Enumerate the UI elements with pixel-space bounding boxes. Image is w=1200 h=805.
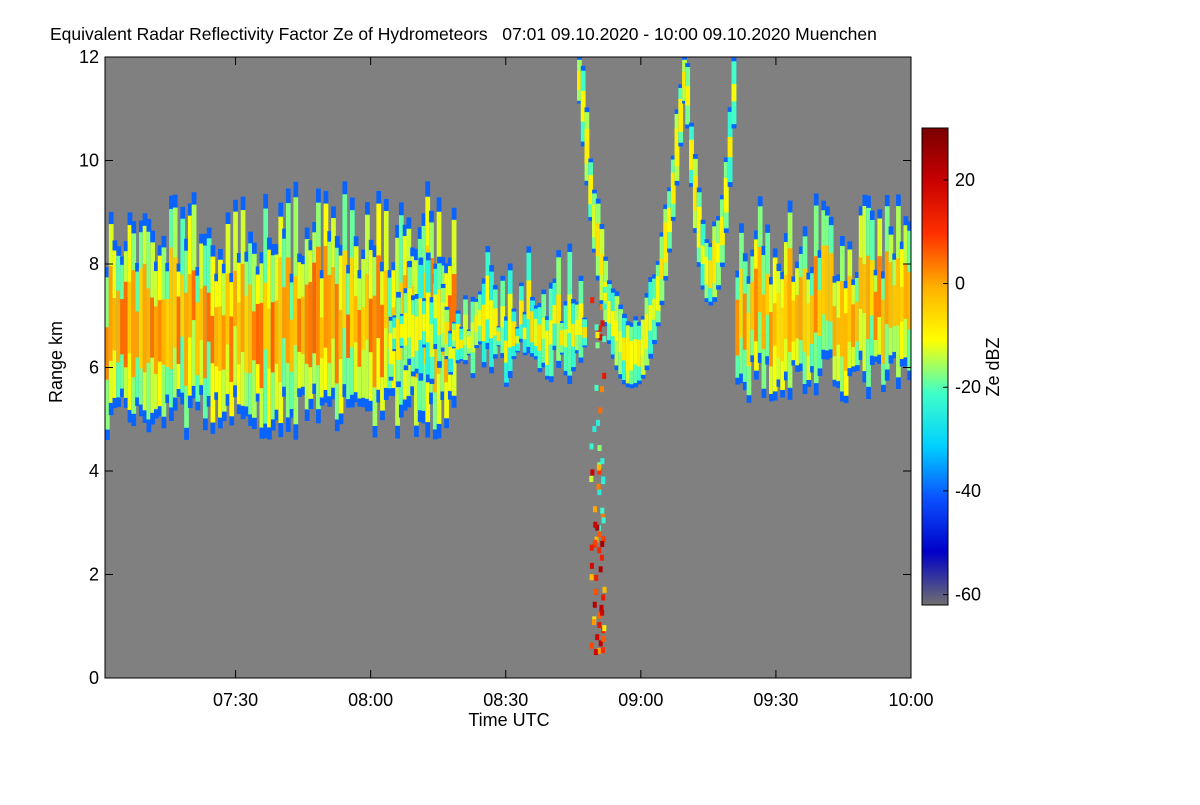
colorbar-tick-label: -60 xyxy=(955,585,981,605)
colorbar-tick-label: 0 xyxy=(955,274,965,294)
colorbar-label: Ze dBZ xyxy=(983,337,1003,396)
fall-streak-arc-1 xyxy=(577,57,687,389)
y-axis-label: Range km xyxy=(46,321,66,403)
cloud-layer-east xyxy=(735,193,911,404)
colorbar-axis: 20 0 -20 -40 -60 xyxy=(943,170,981,605)
colorbar xyxy=(921,127,949,606)
x-tick-label: 09:00 xyxy=(618,690,663,710)
x-tick-label: 08:00 xyxy=(348,690,393,710)
colorbar-tick-label: 20 xyxy=(955,170,975,190)
y-tick-label: 12 xyxy=(79,47,99,67)
x-tick-label: 09:30 xyxy=(753,690,798,710)
y-tick-label: 2 xyxy=(89,565,99,585)
y-tick-label: 8 xyxy=(89,254,99,274)
x-axis-label: Time UTC xyxy=(468,710,549,730)
y-tick-label: 4 xyxy=(89,461,99,481)
x-axis: 07:30 08:00 08:30 09:00 09:30 10:00 xyxy=(213,57,934,710)
y-tick-label: 0 xyxy=(89,668,99,688)
colorbar-tick-label: -40 xyxy=(955,481,981,501)
y-tick-label: 10 xyxy=(79,151,99,171)
precip-column xyxy=(589,286,607,656)
cloud-layer-mid xyxy=(388,243,588,388)
y-tick-label: 6 xyxy=(89,358,99,378)
y-axis: 0 2 4 6 8 10 12 xyxy=(79,47,911,688)
x-tick-label: 07:30 xyxy=(213,690,258,710)
x-tick-label: 10:00 xyxy=(888,690,933,710)
x-tick-label: 08:30 xyxy=(483,690,528,710)
chart-title: Equivalent Radar Reflectivity Factor Ze … xyxy=(50,24,877,44)
reflectivity-field xyxy=(105,57,911,656)
fall-streak-arc-2 xyxy=(685,57,737,306)
colorbar-tick-label: -20 xyxy=(955,377,981,397)
